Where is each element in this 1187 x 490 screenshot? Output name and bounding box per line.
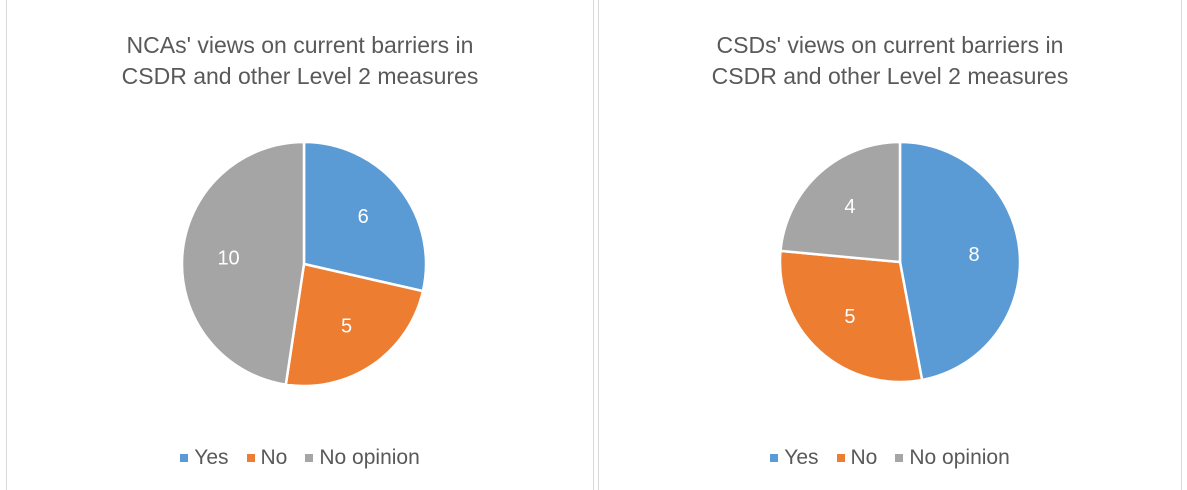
legend: Yes No No opinion (599, 444, 1181, 472)
legend-swatch-yes (180, 454, 189, 462)
pie-slice-no-opinion (180, 140, 306, 386)
legend-label-no: No (260, 446, 288, 469)
legend-swatch-yes (770, 454, 779, 462)
legend-item-yes: Yes (180, 444, 229, 472)
legend-item-no-opinion: No opinion (305, 444, 420, 472)
chart-title-line-1: NCAs' views on current barriers in (126, 32, 474, 58)
pie-slice-yes (302, 140, 428, 293)
legend-item-no: No (246, 444, 288, 472)
data-label-yes: 8 (969, 244, 980, 266)
legend-label-yes: Yes (784, 446, 819, 469)
legend: Yes No No opinion (7, 444, 593, 472)
data-label-no: 5 (341, 315, 352, 337)
data-label-no: 5 (844, 306, 855, 328)
legend-item-yes: Yes (770, 444, 819, 472)
chart-panel-csds: CSDs' views on current barriers in CSDR … (598, 0, 1182, 490)
chart-title: NCAs' views on current barriers in CSDR … (7, 30, 593, 92)
pie-slice-no-opinion (779, 140, 902, 264)
legend-label-no-opinion: No opinion (909, 446, 1010, 469)
legend-swatch-no (836, 454, 845, 462)
pie-chart-ncas: 6 5 10 (180, 140, 428, 388)
chart-title-line-2: CSDR and other Level 2 measures (711, 63, 1069, 89)
pie-chart-csds: 8 5 4 (778, 140, 1022, 384)
data-label-yes: 6 (358, 206, 369, 228)
data-label-no-opinion: 10 (217, 247, 239, 269)
legend-swatch-no-opinion (895, 454, 904, 462)
legend-item-no-opinion: No opinion (895, 444, 1010, 472)
pie-slice-no (778, 249, 924, 384)
data-label-no-opinion: 4 (844, 196, 855, 218)
pie-slice-yes (898, 140, 1022, 382)
chart-title: CSDs' views on current barriers in CSDR … (599, 30, 1181, 92)
legend-item-no: No (836, 444, 878, 472)
pie-slice-no (284, 262, 425, 388)
legend-label-yes: Yes (194, 446, 229, 469)
chart-panel-ncas: NCAs' views on current barriers in CSDR … (6, 0, 594, 490)
legend-label-no-opinion: No opinion (319, 446, 420, 469)
chart-title-line-2: CSDR and other Level 2 measures (121, 63, 479, 89)
legend-swatch-no (246, 454, 255, 462)
legend-swatch-no-opinion (305, 454, 314, 462)
chart-title-line-1: CSDs' views on current barriers in (716, 32, 1064, 58)
legend-label-no: No (850, 446, 878, 469)
